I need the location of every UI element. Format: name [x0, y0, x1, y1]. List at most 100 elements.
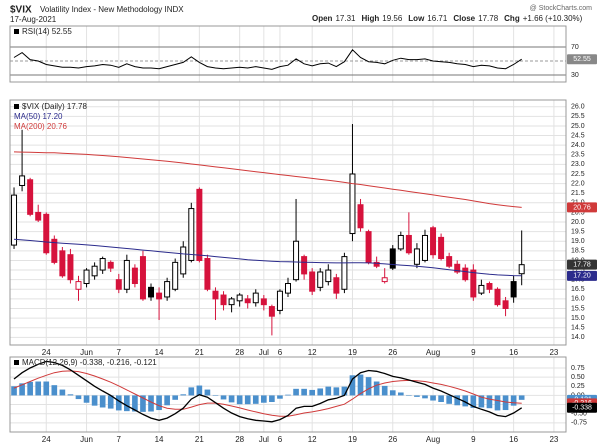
x-tick-label: 26 [388, 435, 397, 444]
quote-label: High [361, 14, 379, 23]
x-tick-label: Aug [426, 435, 440, 444]
x-tick-label: 6 [278, 435, 283, 444]
histogram-bar [212, 395, 219, 396]
candle-body [51, 238, 58, 263]
candle-body [123, 259, 130, 290]
candle-body [405, 234, 412, 254]
histogram-bar [236, 395, 243, 405]
x-tick-label: 14 [155, 348, 164, 357]
y-tick-label: 70 [571, 44, 579, 51]
signal-line [13, 370, 522, 417]
y-tick-label: 23.0 [571, 161, 585, 168]
quote-value: +1.66 (+10.30%) [523, 14, 583, 23]
value-tag-box [567, 54, 597, 65]
candle-body [413, 248, 420, 265]
y-tick-label: 22.0 [571, 180, 585, 187]
x-tick-label: 7 [117, 435, 122, 444]
value-tag-box [567, 402, 597, 413]
value-tag: 52.55 [573, 56, 591, 63]
y-tick-label: 0.75 [571, 365, 585, 372]
y-tick-label: 0.50 [571, 374, 585, 381]
candle-body [357, 204, 364, 229]
quote-label: Close [453, 14, 475, 23]
histogram-bar [301, 388, 307, 396]
histogram-bar [244, 395, 251, 405]
candle-body [196, 188, 203, 261]
histogram-bar [19, 383, 25, 396]
histogram-bar [478, 395, 485, 408]
quote-label: Low [408, 14, 425, 23]
instrument-name: Volatility Index - New Methodology INDX [40, 5, 184, 14]
histogram-bar [365, 377, 372, 396]
histogram-bar [357, 374, 364, 396]
histogram-bar [252, 395, 259, 404]
quote-value: 19.56 [382, 14, 403, 23]
panel-frame [9, 25, 567, 83]
candle-body [83, 269, 90, 285]
histogram-bar [518, 395, 525, 400]
candle-body [333, 277, 340, 294]
candle-body [446, 256, 453, 267]
histogram-bar [277, 395, 283, 399]
histogram-bar [196, 385, 203, 396]
candle-body [236, 294, 243, 302]
value-tag: 20.76 [573, 204, 591, 211]
histogram-bar [261, 395, 267, 403]
histogram-bar [349, 375, 356, 396]
y-tick-label: 15.0 [571, 315, 585, 322]
histogram-bar [389, 390, 396, 396]
panel-frame [9, 356, 567, 433]
y-tick-label: 19.5 [571, 228, 585, 235]
histogram-bar [11, 386, 17, 396]
candle-body [180, 246, 187, 275]
histogram-bar [325, 386, 332, 396]
candle-body [502, 300, 509, 309]
x-tick-label: 23 [549, 348, 558, 357]
histogram-bar [172, 395, 179, 400]
panel-frame [9, 99, 567, 346]
value-tag: 17.20 [573, 273, 591, 280]
x-tick-label: 24 [42, 348, 51, 357]
histogram-bar [164, 395, 170, 406]
candle-body [397, 234, 404, 250]
histogram-bar [67, 394, 74, 396]
candle-body [139, 256, 146, 300]
x-tick-label: 12 [308, 435, 317, 444]
y-tick-label: 24.5 [571, 132, 585, 139]
candle-body [99, 258, 106, 271]
x-tick-label: 16 [509, 348, 518, 357]
y-tick-label: 26.0 [571, 104, 585, 111]
candle-body [19, 175, 26, 187]
histogram-bar [470, 395, 477, 408]
value-tag: 17.78 [573, 262, 591, 269]
watermark: @ StockCharts.com [530, 5, 593, 12]
panel-background [10, 26, 566, 82]
x-tick-label: 23 [549, 435, 558, 444]
histogram-bar [381, 385, 388, 396]
candle-body [260, 298, 267, 306]
y-tick-label: 15.5 [571, 305, 585, 312]
x-tick-label: 26 [388, 348, 397, 357]
y-tick-label: 22.5 [571, 171, 585, 178]
candle-body [107, 261, 114, 269]
value-tag-box [567, 259, 597, 270]
y-tick-label: 18.5 [571, 248, 585, 255]
y-tick-label: 23.5 [571, 152, 585, 159]
histogram-bar [27, 381, 33, 396]
candle-body [11, 194, 18, 246]
histogram-bar [422, 395, 428, 399]
quote-value: 17.78 [478, 14, 499, 23]
candle-body [276, 290, 283, 311]
candle-body [486, 283, 493, 290]
candle-body [494, 288, 501, 306]
x-tick-label: 28 [235, 348, 244, 357]
histogram-bar [115, 395, 122, 411]
candle-body [341, 256, 348, 290]
histogram-bar [293, 388, 299, 396]
histogram-bar [91, 395, 98, 406]
x-tick-label: Jun [80, 348, 93, 357]
candle-body [164, 281, 171, 298]
candle-body [470, 269, 477, 298]
candle-body [510, 281, 517, 298]
